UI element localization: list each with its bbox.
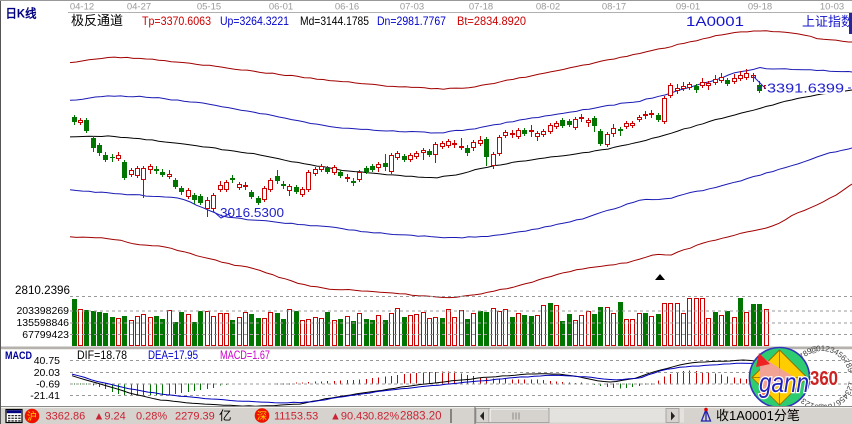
svg-text:9: 9 [806,346,814,356]
svg-text:gann: gann [759,367,809,398]
svg-text:2: 2 [825,344,832,354]
svg-text:2: 2 [803,399,812,409]
svg-text:DIF=18.78: DIF=18.78 [77,348,127,362]
svg-text:深: 深 [257,411,267,423]
svg-text:08-17: 08-17 [602,2,626,13]
svg-text:203398269: 203398269 [16,305,69,317]
svg-text:06-16: 06-16 [335,2,359,13]
svg-text:5: 5 [836,350,845,360]
svg-text:日K线: 日K线 [6,6,37,21]
svg-text:上证指数: 上证指数 [802,14,852,29]
svg-text:3: 3 [828,345,836,355]
svg-text:2883.20: 2883.20 [400,411,442,423]
svg-text:11153.53: 11153.53 [274,411,318,423]
svg-text:3391.6399: 3391.6399 [767,81,844,96]
svg-text:3: 3 [843,388,852,397]
svg-text:收1A0001分笔: 收1A0001分笔 [716,408,800,423]
svg-text:1: 1 [821,344,826,353]
svg-text:9: 9 [845,367,852,374]
svg-text:3362.86: 3362.86 [46,411,86,423]
svg-text:▲9.24: ▲9.24 [94,411,126,423]
svg-text:Up=3264.3221: Up=3264.3221 [220,14,289,28]
svg-text:4: 4 [840,392,850,401]
svg-text:1: 1 [846,381,852,388]
svg-text:09-18: 09-18 [748,2,772,13]
svg-text:20.03: 20.03 [34,367,60,379]
svg-text:MACD=1.67: MACD=1.67 [220,348,270,362]
svg-text:67799423: 67799423 [22,329,69,341]
svg-text:7: 7 [842,357,852,366]
svg-text:7: 7 [830,400,838,410]
svg-text:4: 4 [832,347,841,357]
svg-text:6: 6 [839,353,849,363]
svg-text:-0.69: -0.69 [36,379,60,391]
svg-text:3016.5300: 3016.5300 [220,205,284,220]
svg-text:2279.39: 2279.39 [175,411,215,423]
svg-text:1A0001: 1A0001 [686,13,744,29]
svg-text:0.82%: 0.82% [368,411,399,423]
svg-text:2810.2396: 2810.2396 [15,283,70,297]
svg-text:Md=3144.1785: Md=3144.1785 [300,14,369,28]
svg-text:135598846: 135598846 [16,317,69,329]
svg-text:07-03: 07-03 [400,2,424,13]
svg-text:MACD: MACD [5,350,32,362]
svg-text:360: 360 [810,368,838,390]
svg-text:▲90.43: ▲90.43 [330,411,368,423]
svg-text:04-27: 04-27 [127,2,151,13]
svg-text:08-02: 08-02 [536,2,560,13]
svg-text:沪: 沪 [27,410,37,423]
svg-text:8: 8 [844,362,852,370]
svg-text:5: 5 [837,395,847,405]
svg-text:0: 0 [816,344,822,354]
svg-text:-21.41: -21.41 [30,390,60,402]
svg-text:3: 3 [799,396,808,406]
svg-text:06-01: 06-01 [269,2,293,13]
svg-text:8: 8 [801,348,810,358]
svg-text:Bt=2834.8920: Bt=2834.8920 [457,14,526,28]
svg-text:2: 2 [845,384,852,392]
svg-text:40.75: 40.75 [34,355,60,367]
svg-text:07-18: 07-18 [469,2,493,13]
svg-text:6: 6 [834,398,843,408]
svg-text:0.28%: 0.28% [136,411,167,423]
svg-text:7: 7 [797,351,807,361]
svg-text:Dn=2981.7767: Dn=2981.7767 [377,14,446,28]
svg-text:Tp=3370.6063: Tp=3370.6063 [142,14,211,28]
svg-text:05-15: 05-15 [197,2,221,13]
svg-text:亿: 亿 [219,408,232,423]
svg-text:04-12: 04-12 [70,2,94,13]
svg-text:DEA=17.95: DEA=17.95 [148,348,198,362]
svg-text:@: @ [809,344,819,355]
svg-text:09-01: 09-01 [676,2,700,13]
svg-text:10-03: 10-03 [820,2,844,13]
svg-text:极反通道: 极反通道 [71,13,123,28]
svg-text:1: 1 [808,401,816,411]
